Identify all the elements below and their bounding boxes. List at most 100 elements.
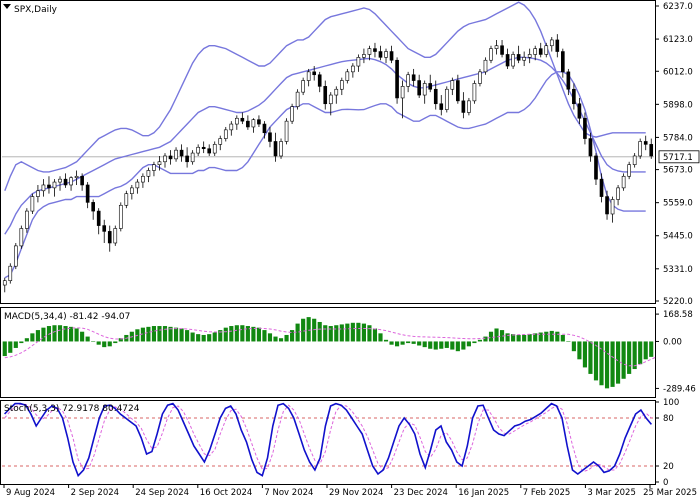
candle-body xyxy=(13,245,18,267)
macd-histogram-bar xyxy=(240,325,245,342)
macd-histogram-bar xyxy=(383,339,389,342)
macd-histogram-bar xyxy=(13,341,18,348)
macd-histogram-bar xyxy=(80,331,85,342)
candle xyxy=(627,161,631,180)
macd-histogram-bar xyxy=(118,338,123,342)
candle-body xyxy=(2,280,7,286)
candle-body xyxy=(284,120,289,142)
macd-histogram-bar xyxy=(582,341,588,368)
candle-body xyxy=(572,88,576,105)
candle xyxy=(240,112,245,125)
current-price-label: 5717.1 xyxy=(663,153,693,163)
candle-body xyxy=(168,155,173,160)
candle-body xyxy=(80,175,84,186)
macd-histogram-bar xyxy=(577,341,582,360)
candle-body xyxy=(235,117,239,125)
candle xyxy=(273,132,278,162)
candle xyxy=(235,115,239,130)
candle xyxy=(605,190,609,220)
candle-body xyxy=(36,190,40,197)
bollinger-upper-line xyxy=(4,1,646,192)
macd-tick-label: 168.58 xyxy=(663,310,693,320)
candle xyxy=(511,51,515,69)
macd-histogram-bar xyxy=(610,341,615,387)
macd-histogram-bar xyxy=(96,341,101,345)
stoch-label: Stoch(5,3,3) 72.9178 80.4724 xyxy=(4,404,140,414)
candle xyxy=(163,153,167,168)
candle xyxy=(483,57,488,75)
price-tick-label: 5445.0 xyxy=(663,232,693,242)
candle-body xyxy=(362,54,366,58)
candle-body xyxy=(290,106,294,122)
macd-histogram-bar xyxy=(306,317,311,342)
macd-histogram-bar xyxy=(207,334,212,342)
stoch-tick-label: 20 xyxy=(663,462,674,472)
candle-body xyxy=(69,177,73,186)
candle xyxy=(124,190,129,209)
candle-body xyxy=(483,59,488,73)
candle xyxy=(384,48,388,64)
macd-histogram-bar xyxy=(41,327,46,342)
macd-histogram-bar xyxy=(466,341,471,347)
candle xyxy=(85,182,90,209)
macd-histogram-bar xyxy=(411,341,416,344)
candle xyxy=(544,42,549,58)
candle xyxy=(450,77,455,96)
macd-histogram-bar xyxy=(538,332,543,342)
stoch-panel xyxy=(2,402,654,478)
candle-body xyxy=(19,228,24,247)
candle-body xyxy=(433,88,438,105)
candle xyxy=(113,225,118,246)
macd-histogram-bar xyxy=(328,326,333,342)
macd-histogram-bar xyxy=(140,327,145,342)
macd-histogram-bar xyxy=(649,341,654,357)
candle-body xyxy=(328,94,333,105)
candle-body xyxy=(262,123,267,134)
stoch-tick-label: 80 xyxy=(663,414,674,424)
current-price-badge xyxy=(658,150,700,164)
candle-body xyxy=(306,71,311,81)
candle xyxy=(246,115,250,130)
macd-tick-label: 0.00 xyxy=(663,337,682,347)
candle xyxy=(378,45,383,61)
macd-histogram-bar xyxy=(295,323,300,342)
macd-histogram-bar xyxy=(571,341,576,352)
candle xyxy=(500,39,504,58)
candle xyxy=(196,144,200,156)
candle-body xyxy=(594,155,598,180)
candle xyxy=(583,112,587,145)
candle xyxy=(472,80,477,104)
macd-histogram-bar xyxy=(544,331,549,342)
macd-histogram-bar xyxy=(57,325,63,342)
candle-body xyxy=(152,164,156,171)
x-tick-label: 7 Nov 2024 xyxy=(264,488,313,498)
candle-body xyxy=(229,123,234,131)
x-tick-label: 9 Aug 2024 xyxy=(6,488,55,498)
macd-histogram-bar xyxy=(494,328,499,342)
macd-histogram-bar xyxy=(30,333,35,342)
macd-panel xyxy=(2,317,658,389)
candle-body xyxy=(223,129,228,139)
candle-body xyxy=(47,184,51,189)
candle xyxy=(190,150,195,165)
candle xyxy=(74,170,79,185)
macd-histogram-bar xyxy=(604,341,610,389)
candle-body xyxy=(185,155,189,163)
candle-body xyxy=(384,51,388,58)
macd-histogram-bar xyxy=(616,341,621,384)
chart-menu-arrow-icon[interactable] xyxy=(3,4,11,9)
candle-body xyxy=(411,74,416,81)
candle xyxy=(339,77,344,96)
candle-body xyxy=(41,184,46,192)
macd-histogram-bar xyxy=(350,322,355,342)
candle xyxy=(301,77,305,96)
macd-histogram-bar xyxy=(406,341,411,344)
macd-histogram-bar xyxy=(2,341,7,357)
candle xyxy=(91,199,95,220)
stoch-signal-line xyxy=(4,403,652,473)
candle xyxy=(130,184,134,200)
candle xyxy=(588,132,593,162)
stoch-tick-label: 100 xyxy=(663,398,679,408)
candle-body xyxy=(107,231,112,244)
candle xyxy=(212,141,217,156)
